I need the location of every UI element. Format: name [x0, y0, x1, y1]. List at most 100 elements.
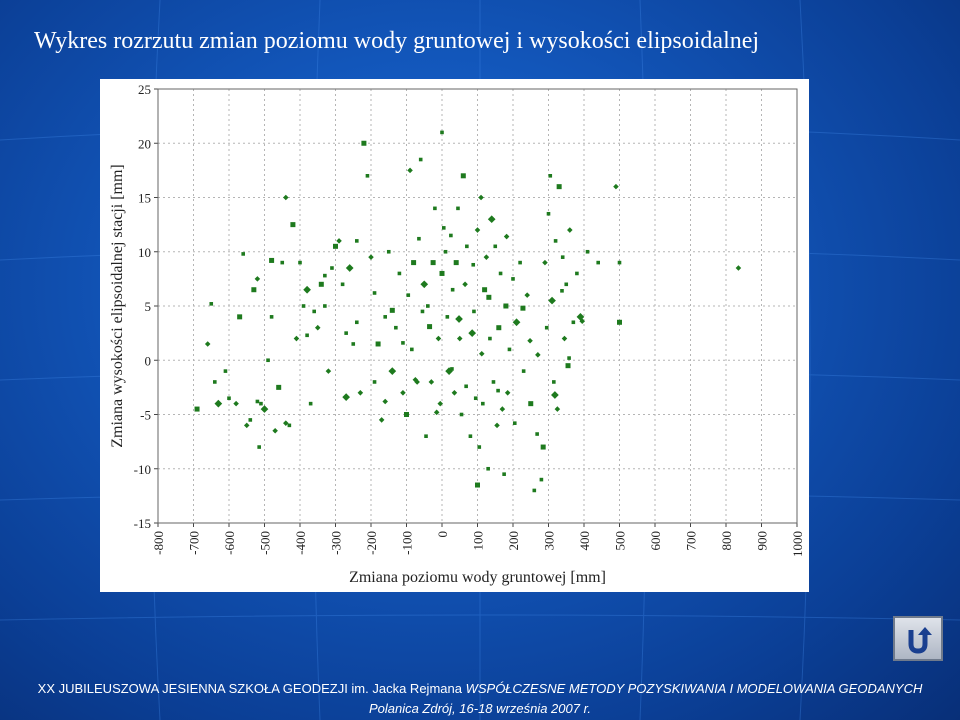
footer-location-date: Polanica Zdrój, 16-18 września 2007 r. — [368, 701, 592, 716]
data-point — [488, 336, 492, 341]
data-point — [552, 380, 556, 384]
data-point — [498, 271, 503, 276]
data-point — [567, 356, 571, 360]
data-point — [365, 174, 370, 178]
data-point — [382, 398, 388, 405]
data-point — [453, 260, 459, 266]
data-point — [241, 252, 245, 256]
data-point — [330, 266, 334, 270]
data-point — [237, 314, 243, 320]
data-point — [420, 309, 425, 314]
data-point — [342, 393, 350, 401]
data-point — [546, 211, 551, 216]
x-tick-label: 600 — [648, 531, 663, 551]
data-point — [260, 405, 269, 413]
data-point — [308, 401, 313, 406]
data-point — [325, 368, 332, 374]
data-point — [579, 318, 585, 324]
data-point — [548, 296, 556, 305]
data-point — [412, 377, 419, 383]
x-tick-label: -600 — [222, 531, 237, 555]
data-point — [520, 305, 526, 311]
plot-frame — [157, 88, 798, 524]
data-point — [551, 391, 559, 399]
data-point — [478, 350, 485, 357]
data-point — [433, 409, 440, 416]
data-point — [532, 488, 537, 493]
data-point — [314, 324, 321, 331]
data-point — [301, 304, 306, 308]
data-point — [528, 401, 534, 407]
data-point — [556, 184, 562, 190]
data-point — [486, 466, 490, 471]
data-point — [276, 384, 282, 390]
data-point — [254, 276, 261, 282]
data-point — [410, 347, 414, 352]
data-point — [372, 380, 377, 384]
data-point — [548, 174, 553, 178]
data-point — [411, 260, 417, 266]
data-point — [455, 315, 463, 323]
y-tick-label: 15 — [138, 191, 151, 206]
data-point — [478, 194, 484, 201]
data-point — [394, 325, 398, 330]
data-point — [443, 249, 448, 254]
data-point — [518, 260, 522, 265]
x-tick-label: 1000 — [790, 531, 805, 557]
data-point — [280, 260, 285, 265]
y-tick-label: 0 — [145, 353, 152, 368]
data-point — [251, 287, 257, 293]
data-point — [735, 265, 742, 271]
data-point — [487, 215, 496, 224]
data-point — [535, 432, 539, 436]
data-point — [298, 260, 302, 265]
data-point — [389, 307, 395, 313]
data-point — [456, 206, 460, 211]
data-point — [361, 140, 367, 146]
data-point — [544, 325, 549, 330]
data-point — [473, 396, 478, 401]
x-tick-label: 300 — [542, 531, 557, 551]
data-point — [400, 390, 406, 396]
data-point — [465, 244, 469, 249]
data-point — [471, 262, 476, 267]
data-point — [388, 367, 397, 375]
data-point — [477, 445, 482, 449]
data-point — [561, 335, 568, 342]
data-point — [499, 406, 506, 412]
x-tick-label: 500 — [613, 531, 628, 551]
data-point — [433, 206, 437, 211]
footer-prefix: XX JUBILEUSZOWA JESIENNA SZKOŁA GEODEZJI… — [37, 681, 466, 696]
data-point — [427, 324, 433, 330]
data-point — [481, 401, 485, 406]
data-point — [194, 406, 200, 412]
data-point — [451, 390, 458, 396]
data-point — [214, 399, 223, 408]
data-point — [493, 244, 498, 249]
data-point — [617, 260, 622, 265]
data-point — [496, 388, 500, 393]
data-point — [305, 333, 309, 338]
data-point — [368, 254, 374, 260]
data-point — [539, 477, 544, 482]
data-point — [318, 281, 324, 287]
data-point — [209, 302, 214, 306]
x-tick-label: -300 — [329, 531, 344, 555]
data-point — [486, 294, 492, 300]
data-point — [449, 233, 453, 238]
x-tick-label: -800 — [151, 531, 166, 555]
data-point — [565, 363, 571, 369]
data-point — [435, 335, 442, 342]
x-tick-label: 700 — [684, 531, 699, 551]
data-point — [507, 347, 512, 352]
data-point — [283, 420, 289, 426]
return-button[interactable] — [893, 616, 943, 661]
data-point — [383, 315, 387, 319]
x-tick-label: 100 — [471, 531, 486, 551]
data-point — [504, 390, 511, 396]
data-point — [475, 482, 480, 488]
data-point — [372, 291, 377, 295]
data-point — [503, 303, 509, 309]
data-point — [424, 434, 428, 438]
data-point — [407, 167, 413, 174]
